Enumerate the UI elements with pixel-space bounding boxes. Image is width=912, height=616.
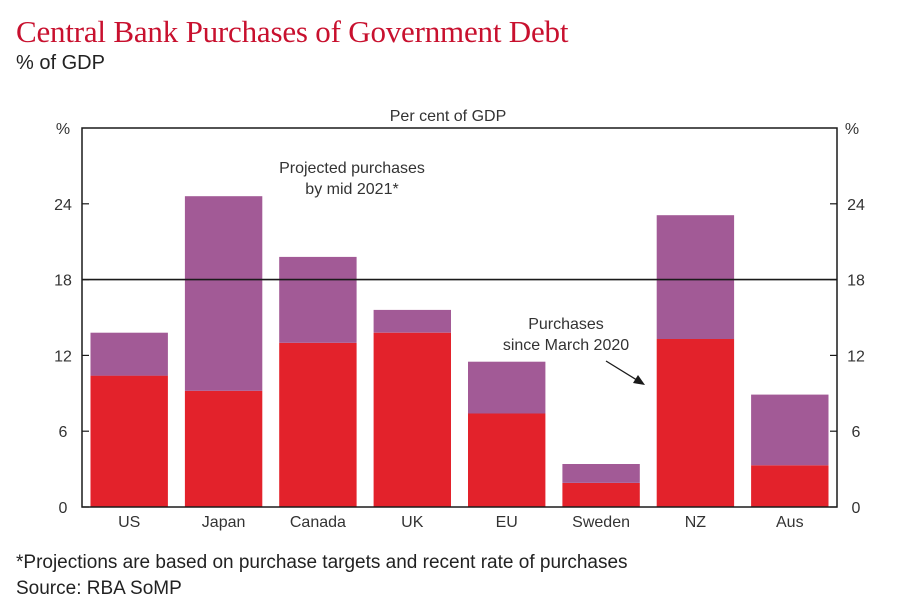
y-axis-unit-left: % xyxy=(56,121,70,138)
y-tick-label-right: 24 xyxy=(847,197,865,214)
bar-since-march-canada xyxy=(279,342,357,507)
footnote: *Projections are based on purchase targe… xyxy=(16,552,628,573)
bar-projected-japan xyxy=(184,196,263,391)
y-tick-label-left: 18 xyxy=(54,273,72,290)
y-tick-label-right: 6 xyxy=(852,424,861,441)
x-tick-label: Japan xyxy=(202,514,246,531)
y-tick-label-left: 24 xyxy=(54,197,72,214)
x-tick-label: Aus xyxy=(776,514,804,531)
annotation-since-march: Purchases since March 2020 xyxy=(503,316,629,354)
page-subtitle: % of GDP xyxy=(16,52,105,74)
y-tick-label-right: 0 xyxy=(852,500,861,517)
x-tick-label: UK xyxy=(401,514,424,531)
annotation-arrow-line xyxy=(605,360,641,383)
x-tick-label: Canada xyxy=(290,514,346,531)
y-tick-label-right: 18 xyxy=(847,273,865,290)
x-tick-label: EU xyxy=(496,514,518,531)
y-tick-label-left: 12 xyxy=(54,348,72,365)
x-tick-label: Sweden xyxy=(572,514,630,531)
bar-since-march-aus xyxy=(751,465,829,507)
page-title: Central Bank Purchases of Government Deb… xyxy=(16,14,569,49)
bar-since-march-uk xyxy=(373,332,451,507)
bar-projected-aus xyxy=(751,394,829,466)
y-tick-label-right: 12 xyxy=(847,348,865,365)
plot-frame xyxy=(81,127,838,508)
bar-since-march-eu xyxy=(468,413,546,507)
y-axis-unit-right: % xyxy=(845,121,859,138)
bar-since-march-us xyxy=(90,375,168,507)
x-tick-label: US xyxy=(118,514,140,531)
annotation-projected: Projected purchases by mid 2021* xyxy=(279,160,425,198)
annotation-arrow-head xyxy=(633,375,645,385)
bar-projected-nz xyxy=(656,215,735,339)
bar-since-march-nz xyxy=(656,339,735,507)
source-note: Source: RBA SoMP xyxy=(16,578,182,599)
x-tick-label: NZ xyxy=(685,514,707,531)
bar-since-march-japan xyxy=(184,390,263,507)
bar-projected-uk xyxy=(373,309,451,333)
bar-projected-canada xyxy=(279,256,357,343)
bar-projected-eu xyxy=(468,361,546,414)
y-tick-label-left: 6 xyxy=(59,424,68,441)
bar-projected-sweden xyxy=(562,464,640,483)
bar-projected-us xyxy=(90,332,168,376)
chart-title: Per cent of GDP xyxy=(390,108,507,125)
bar-since-march-sweden xyxy=(562,483,640,507)
y-tick-label-left: 0 xyxy=(59,500,68,517)
